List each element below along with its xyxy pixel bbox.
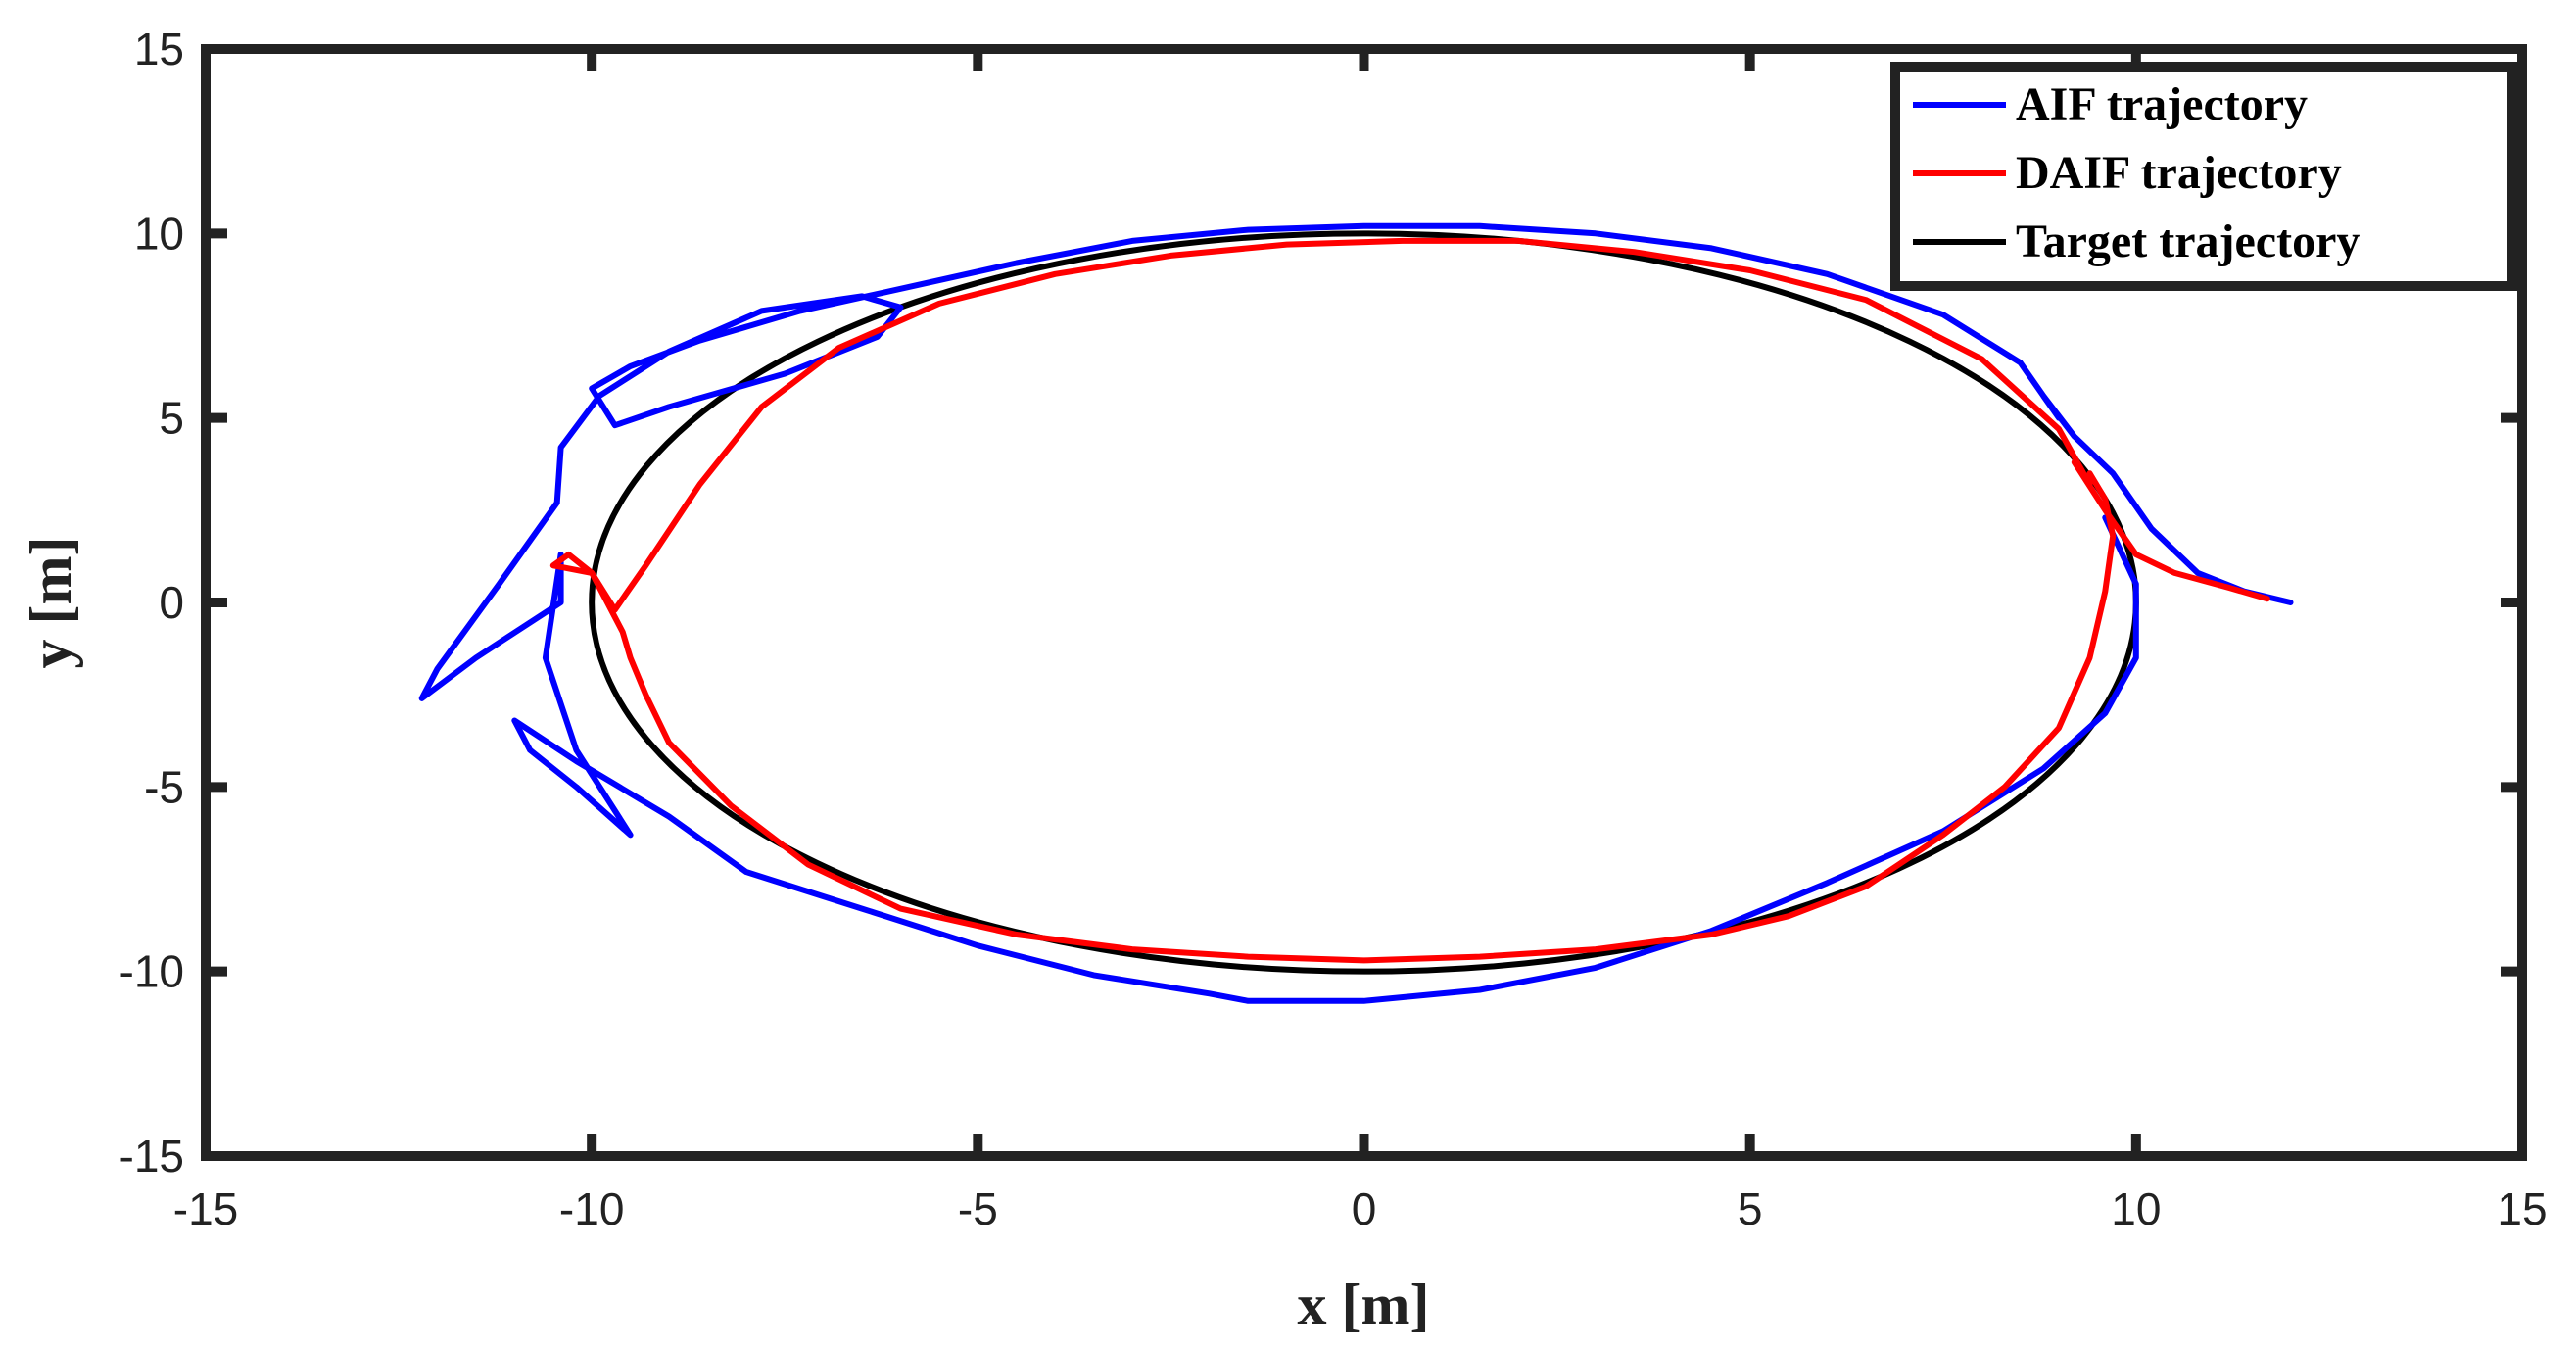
x-tick-label: 15 <box>2497 1183 2547 1234</box>
y-tick-label: 15 <box>134 24 184 74</box>
x-tick-label: -10 <box>559 1183 624 1234</box>
series-layer <box>418 222 2294 1004</box>
legend: AIF trajectory DAIF trajectory Target traj… <box>1890 62 2517 291</box>
y-tick-label: 0 <box>159 577 184 628</box>
legend-entry-target-label: Target trajectory <box>2016 216 2360 267</box>
series-line-daif <box>549 237 2270 964</box>
x-tick-label: 5 <box>1738 1183 1763 1234</box>
y-tick-label: -5 <box>144 761 184 812</box>
y-axis-label: y [m] <box>19 537 83 669</box>
plot-frame <box>201 44 2527 1161</box>
x-tick-label: 10 <box>2111 1183 2161 1234</box>
x-tick-label: -5 <box>958 1183 998 1234</box>
y-tick-label: -10 <box>119 946 184 997</box>
tick-labels-layer: -15 -10 -5 0 5 10 15 -15 -10 -5 0 5 10 15 <box>119 24 2548 1234</box>
y-tick-label: -15 <box>119 1130 184 1181</box>
y-tick-label: 5 <box>159 393 184 444</box>
x-axis-label: x [m] <box>1298 1273 1430 1337</box>
x-tick-label: 0 <box>1352 1183 1377 1234</box>
series-line-aif <box>418 222 2294 1004</box>
legend-entry-daif-label: DAIF trajectory <box>2016 147 2342 199</box>
legend-entry-aif-label: AIF trajectory <box>2016 78 2308 130</box>
y-tick-label: 10 <box>134 208 184 259</box>
x-tick-label: -15 <box>173 1183 238 1234</box>
